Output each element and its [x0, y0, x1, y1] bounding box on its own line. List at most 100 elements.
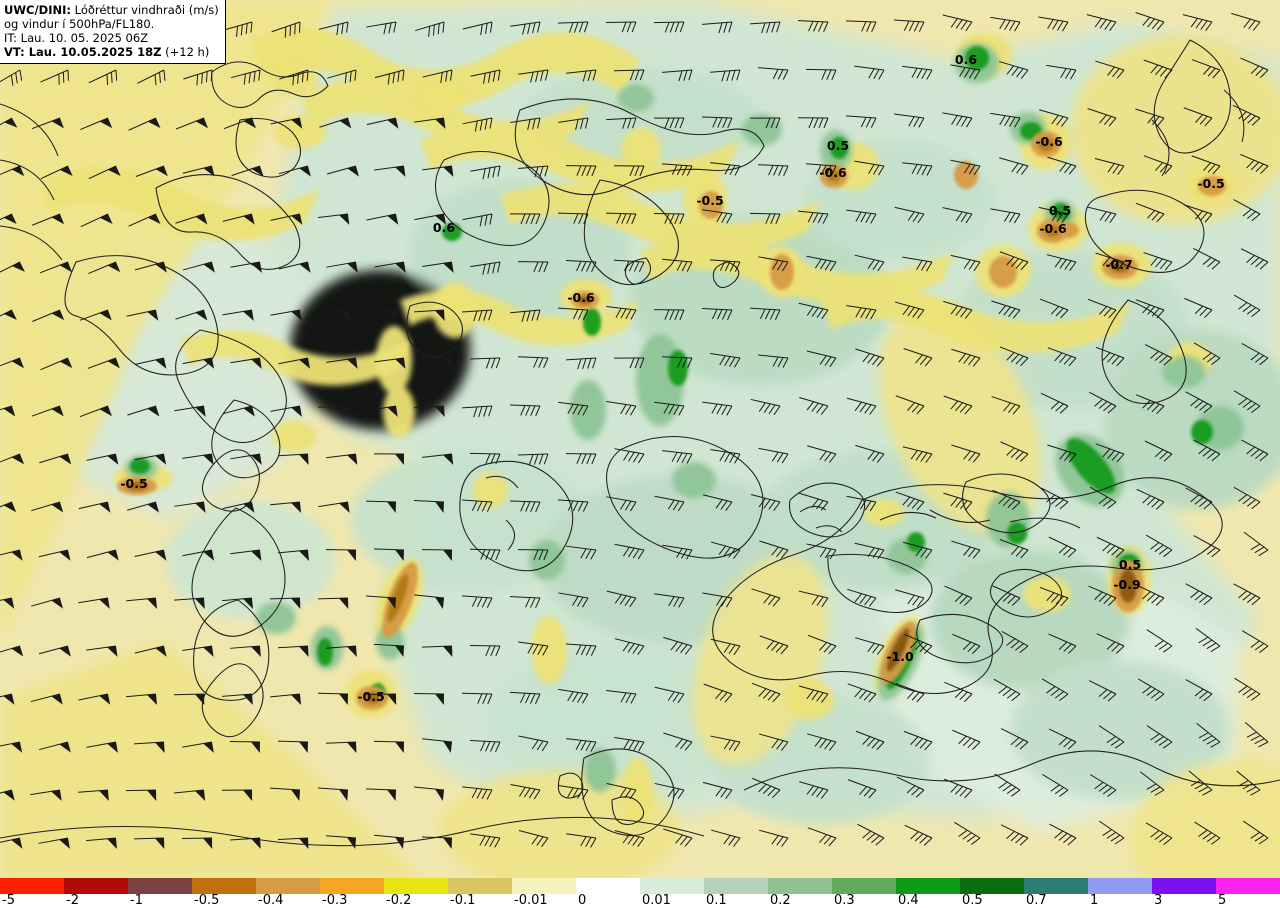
wind-barb	[366, 595, 397, 609]
wind-barb	[895, 491, 925, 511]
wind-barb	[86, 645, 118, 657]
wind-barb	[278, 549, 310, 561]
wind-barb	[366, 309, 397, 321]
colorbar-tick: 0.01	[642, 893, 671, 908]
issue-time: IT: Lau. 10. 05. 2025 06Z	[4, 31, 149, 46]
wind-barb	[461, 692, 493, 705]
wind-barb	[903, 730, 933, 751]
wind-barb	[902, 446, 933, 464]
contour-label: 0.6	[955, 52, 977, 67]
wind-barb	[366, 21, 397, 35]
wind-barb	[606, 590, 637, 608]
wind-barb	[991, 300, 1021, 319]
wind-barb	[1042, 773, 1069, 797]
wind-barb	[230, 357, 262, 369]
wind-barb	[701, 116, 733, 129]
wind-barb	[80, 117, 113, 130]
colorbar-swatch	[704, 878, 768, 894]
wind-barb	[942, 14, 973, 32]
wind-barb	[702, 307, 733, 320]
wind-barb	[994, 773, 1021, 797]
wind-barb	[87, 357, 120, 369]
wind-barb	[846, 209, 877, 224]
wind-barb	[954, 821, 981, 845]
wind-barb	[278, 357, 311, 369]
wind-barb	[38, 549, 71, 561]
wind-barb	[134, 261, 167, 273]
wind-barb	[470, 261, 501, 275]
wind-barb	[1095, 252, 1125, 271]
wind-barb	[902, 541, 933, 559]
wind-barb	[230, 69, 261, 85]
wind-barb	[1000, 824, 1029, 846]
contour-label: -0.6	[819, 165, 847, 180]
wind-barb	[993, 678, 1021, 702]
wind-barb	[654, 495, 685, 512]
wind-barb	[846, 397, 877, 415]
wind-barb	[270, 117, 303, 129]
wind-barb	[654, 782, 685, 800]
wind-barb	[366, 117, 399, 129]
wind-barb	[38, 837, 70, 849]
wind-barb	[174, 789, 206, 801]
wind-barb	[278, 645, 309, 657]
wind-barb	[279, 69, 309, 86]
forecast-map[interactable]: 0.6 -0.6 -0.5 0.5 -0.6 0.6 -0.6 0.5 -0.6 -0.7 -0.5…	[0, 0, 1280, 878]
wind-barb	[231, 165, 264, 177]
wind-barb	[951, 540, 981, 559]
wind-barb	[1089, 774, 1117, 797]
wind-barb	[558, 401, 589, 416]
wind-barb	[1196, 722, 1221, 748]
wind-barb	[414, 213, 447, 225]
wind-barb	[182, 165, 215, 177]
contour-label: -0.5	[1197, 176, 1224, 191]
wind-barb	[174, 405, 206, 417]
wind-barb	[894, 206, 925, 224]
wind-barb	[518, 356, 549, 369]
wind-barb	[558, 592, 589, 608]
wind-barb	[855, 348, 885, 367]
wind-barb	[805, 68, 837, 81]
wind-barb	[751, 682, 781, 703]
wind-barb	[125, 789, 157, 801]
wind-barb	[854, 160, 885, 176]
wind-barb	[88, 69, 118, 86]
wind-barb	[950, 159, 981, 176]
wind-barb	[510, 21, 541, 35]
wind-barb	[558, 784, 589, 800]
wind-barb	[702, 494, 733, 512]
wind-barb	[325, 549, 357, 561]
wind-barb	[1135, 202, 1165, 223]
wind-barb	[31, 501, 64, 513]
wind-barb	[0, 597, 15, 609]
wind-barb	[1135, 299, 1165, 319]
wind-barb	[134, 357, 167, 369]
wind-barb	[462, 405, 493, 418]
contour-label: -0.9	[1113, 577, 1140, 592]
contour-label: -0.5	[357, 689, 384, 704]
wind-barb	[797, 117, 829, 129]
wind-barb	[990, 16, 1021, 32]
wind-barb	[469, 357, 501, 369]
wind-barb	[319, 117, 352, 129]
colorbar-swatch	[1216, 878, 1280, 894]
colorbar-tick: 5	[1218, 893, 1227, 908]
wind-barb	[846, 20, 877, 33]
wind-barb	[422, 165, 454, 177]
wind-barb	[847, 588, 877, 607]
wind-barb	[470, 69, 501, 84]
wind-barb	[807, 827, 837, 847]
wind-barb	[223, 117, 256, 130]
wind-barb	[606, 401, 637, 416]
wind-barb	[278, 261, 311, 273]
wind-barb	[566, 643, 597, 656]
wind-barb	[1048, 633, 1077, 654]
wind-barb	[182, 261, 215, 273]
wind-barb	[944, 585, 973, 606]
colorbar-swatch	[640, 878, 704, 894]
wind-barb	[1193, 342, 1221, 366]
wind-barb	[710, 735, 741, 752]
wind-barb	[222, 693, 253, 705]
wind-barb	[1039, 586, 1069, 607]
wind-barb	[758, 829, 789, 847]
